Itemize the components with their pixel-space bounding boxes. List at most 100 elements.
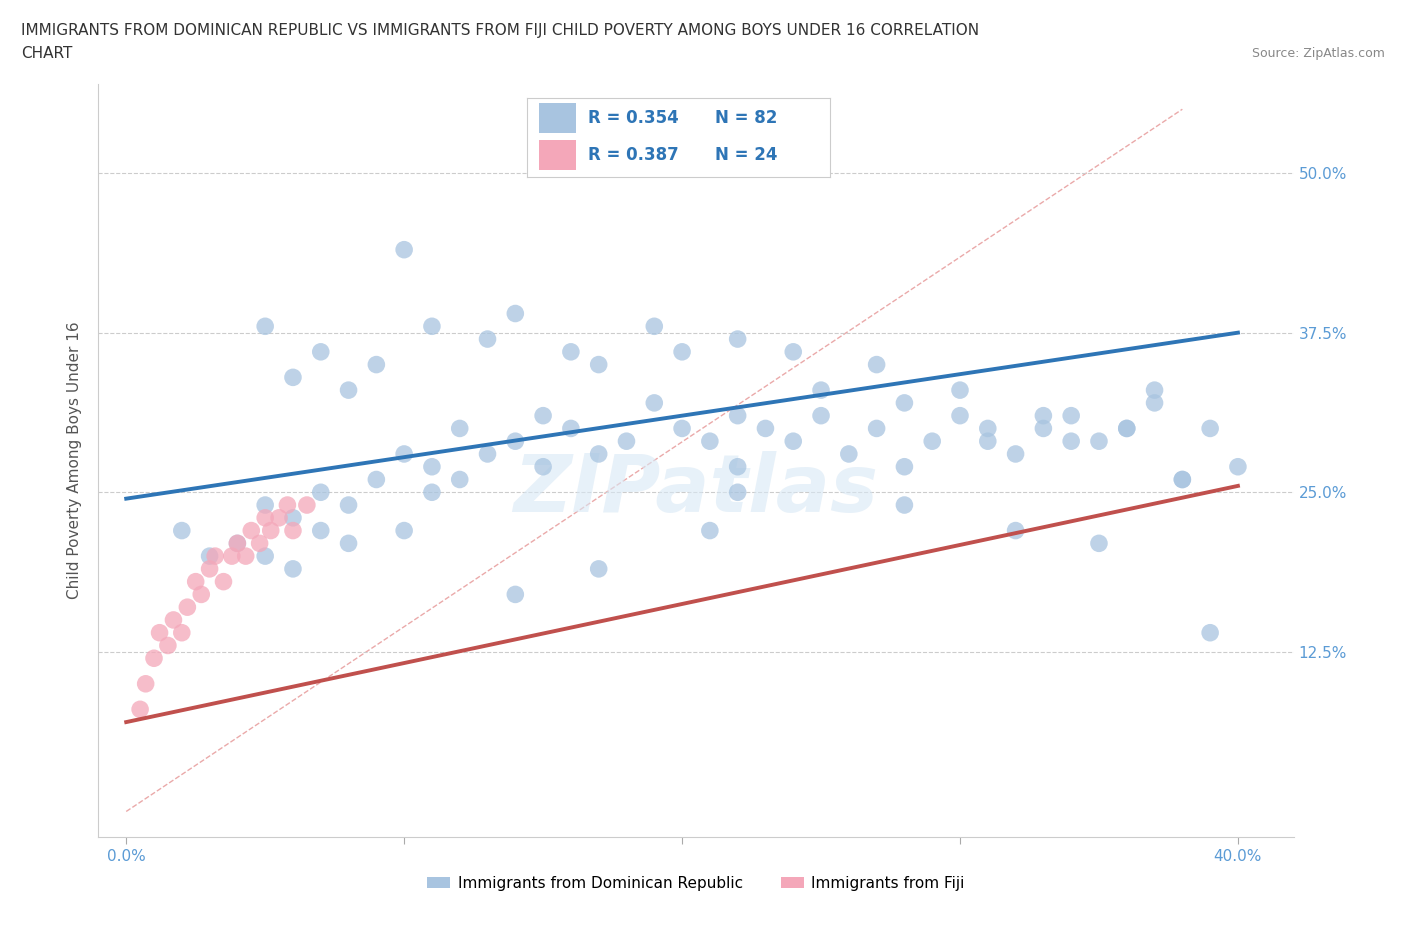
Point	[727, 485, 749, 499]
Point	[281, 370, 304, 385]
Point	[170, 524, 193, 538]
Point	[1171, 472, 1194, 487]
Point	[893, 395, 915, 410]
Point	[392, 524, 415, 538]
Point	[560, 344, 582, 359]
Point	[1143, 382, 1166, 397]
Point	[505, 306, 527, 321]
Point	[1060, 433, 1083, 448]
Point	[449, 472, 471, 487]
Point	[366, 472, 388, 487]
Point	[337, 498, 360, 512]
Point	[949, 382, 972, 397]
Point	[276, 498, 298, 512]
Point	[281, 524, 304, 538]
Point	[260, 524, 283, 538]
Point	[337, 536, 360, 551]
Point	[190, 587, 212, 602]
Point	[281, 511, 304, 525]
Y-axis label: Child Poverty Among Boys Under 16: Child Poverty Among Boys Under 16	[67, 322, 83, 599]
Point	[212, 574, 235, 589]
Point	[295, 498, 318, 512]
Bar	[540, 140, 575, 170]
Point	[170, 625, 193, 640]
Point	[810, 382, 832, 397]
Point	[281, 562, 304, 577]
Point	[198, 562, 221, 577]
Point	[1004, 446, 1026, 461]
Point	[226, 536, 249, 551]
Text: R = 0.354: R = 0.354	[588, 109, 679, 127]
Point	[198, 549, 221, 564]
Point	[1032, 408, 1054, 423]
Point	[449, 421, 471, 436]
Point	[392, 242, 415, 257]
Point	[949, 408, 972, 423]
Point	[727, 332, 749, 347]
Point	[810, 408, 832, 423]
Point	[420, 459, 443, 474]
Point	[1226, 459, 1249, 474]
Point	[254, 498, 277, 512]
Point	[865, 357, 887, 372]
Point	[1199, 421, 1222, 436]
Point	[865, 421, 887, 436]
Point	[727, 459, 749, 474]
Point	[309, 524, 332, 538]
Point	[977, 421, 1000, 436]
Point	[1004, 524, 1026, 538]
Point	[1115, 421, 1137, 436]
Point	[643, 319, 665, 334]
Point	[1115, 421, 1137, 436]
Point	[148, 625, 170, 640]
Point	[921, 433, 943, 448]
Point	[616, 433, 638, 448]
Point	[254, 549, 277, 564]
Point	[204, 549, 226, 564]
Point	[782, 433, 804, 448]
Point	[893, 459, 915, 474]
Point	[226, 536, 249, 551]
Point	[366, 357, 388, 372]
Point	[505, 433, 527, 448]
Point	[1060, 408, 1083, 423]
Point	[1143, 395, 1166, 410]
Point	[309, 485, 332, 499]
Point	[838, 446, 860, 461]
Point	[531, 459, 554, 474]
Point	[162, 613, 184, 628]
Point	[531, 408, 554, 423]
Point	[420, 485, 443, 499]
Point	[671, 344, 693, 359]
Point	[893, 498, 915, 512]
Point	[477, 446, 499, 461]
Point	[1088, 536, 1111, 551]
Point	[309, 344, 332, 359]
Point	[588, 446, 610, 461]
Point	[671, 421, 693, 436]
Point	[143, 651, 166, 666]
Bar	[540, 103, 575, 133]
Point	[254, 511, 277, 525]
Point	[221, 549, 243, 564]
Point	[337, 382, 360, 397]
Point	[560, 421, 582, 436]
Point	[782, 344, 804, 359]
Text: R = 0.387: R = 0.387	[588, 146, 679, 165]
Point	[129, 702, 152, 717]
Point	[1199, 625, 1222, 640]
Point	[176, 600, 198, 615]
Point	[1088, 433, 1111, 448]
Point	[699, 524, 721, 538]
Text: N = 24: N = 24	[714, 146, 778, 165]
Point	[392, 446, 415, 461]
Point	[254, 319, 277, 334]
Point	[235, 549, 257, 564]
Point	[156, 638, 179, 653]
Legend: Immigrants from Dominican Republic, Immigrants from Fiji: Immigrants from Dominican Republic, Immi…	[420, 870, 972, 897]
Text: N = 82: N = 82	[714, 109, 778, 127]
Point	[135, 676, 157, 691]
Text: CHART: CHART	[21, 46, 73, 61]
Point	[588, 562, 610, 577]
Point	[699, 433, 721, 448]
